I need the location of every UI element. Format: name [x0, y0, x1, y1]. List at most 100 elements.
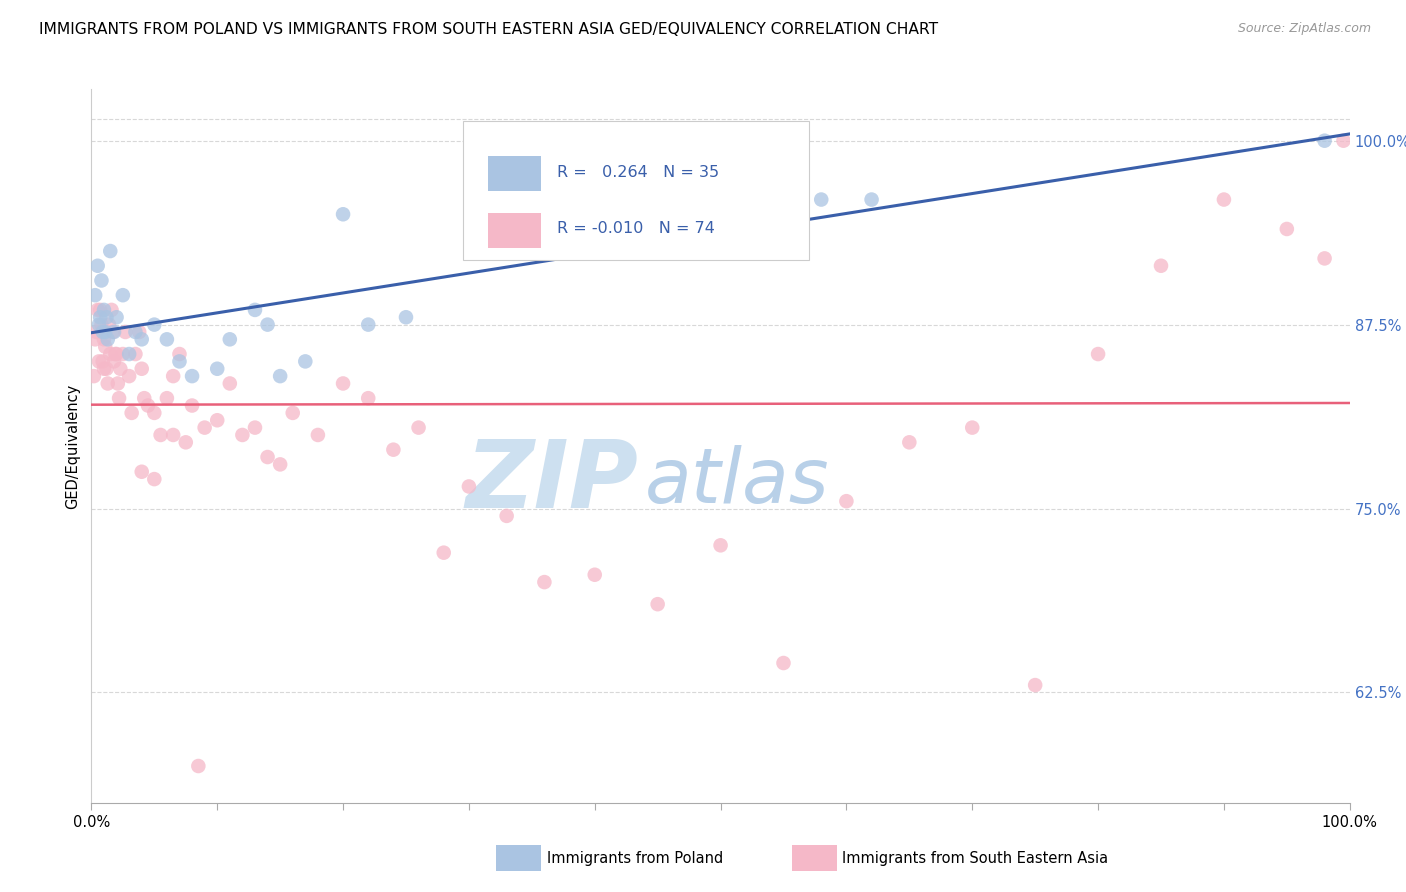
Point: [93, 302, 115, 317]
Point: [169, 354, 191, 368]
Point: [174, 435, 197, 450]
Point: [104, 347, 127, 361]
Point: [111, 347, 134, 361]
Point: [169, 347, 191, 361]
Point: [187, 759, 209, 773]
Point: [162, 428, 184, 442]
Point: [149, 428, 172, 442]
Point: [205, 361, 228, 376]
Point: [97, 376, 120, 391]
Point: [103, 325, 125, 339]
Point: [105, 310, 128, 325]
Point: [810, 193, 832, 207]
Point: [772, 200, 794, 214]
Point: [357, 318, 380, 332]
Point: [294, 354, 316, 368]
FancyBboxPatch shape: [488, 156, 541, 192]
Point: [124, 347, 146, 361]
Point: [128, 325, 150, 339]
Point: [86, 302, 108, 317]
Point: [194, 420, 217, 434]
Point: [433, 546, 456, 560]
Point: [94, 340, 117, 354]
Text: atlas: atlas: [645, 445, 830, 518]
Point: [860, 193, 883, 207]
Point: [98, 318, 121, 332]
Point: [181, 369, 204, 384]
Point: [709, 538, 731, 552]
Point: [134, 391, 156, 405]
Point: [86, 259, 108, 273]
Text: R = -0.010   N = 74: R = -0.010 N = 74: [557, 221, 714, 235]
Point: [181, 399, 204, 413]
Point: [1150, 259, 1173, 273]
Point: [382, 442, 405, 457]
Point: [89, 310, 111, 325]
Point: [332, 207, 354, 221]
Text: R =   0.264   N = 35: R = 0.264 N = 35: [557, 165, 718, 179]
Point: [91, 325, 114, 339]
Point: [243, 420, 266, 434]
Point: [84, 288, 107, 302]
Point: [583, 567, 606, 582]
Point: [231, 428, 253, 442]
Point: [256, 318, 278, 332]
Point: [136, 399, 159, 413]
Point: [90, 273, 112, 287]
Text: ZIP: ZIP: [465, 435, 638, 528]
Point: [156, 332, 179, 346]
Point: [647, 597, 669, 611]
Point: [218, 376, 240, 391]
Point: [962, 420, 984, 434]
Point: [533, 575, 555, 590]
Point: [86, 325, 108, 339]
Point: [110, 361, 132, 376]
Point: [1087, 347, 1109, 361]
Point: [105, 347, 128, 361]
Point: [83, 369, 105, 384]
Point: [143, 472, 166, 486]
Point: [156, 391, 179, 405]
Point: [457, 479, 479, 493]
Point: [1275, 222, 1298, 236]
Point: [772, 656, 794, 670]
Point: [108, 391, 131, 405]
Point: [101, 325, 124, 339]
Point: [1212, 193, 1236, 207]
Text: Immigrants from South Eastern Asia: Immigrants from South Eastern Asia: [842, 851, 1108, 865]
Point: [1024, 678, 1046, 692]
Point: [898, 435, 921, 450]
Point: [97, 332, 120, 346]
Point: [243, 302, 266, 317]
Point: [131, 361, 153, 376]
Point: [143, 318, 166, 332]
Text: Source: ZipAtlas.com: Source: ZipAtlas.com: [1237, 22, 1371, 36]
Point: [218, 332, 240, 346]
Point: [91, 354, 114, 368]
Point: [281, 406, 304, 420]
Point: [93, 361, 115, 376]
Point: [1313, 134, 1336, 148]
Point: [1333, 134, 1355, 148]
Point: [98, 347, 121, 361]
Point: [103, 354, 125, 368]
Point: [121, 406, 143, 420]
FancyBboxPatch shape: [463, 121, 808, 260]
Point: [94, 325, 117, 339]
Point: [93, 332, 115, 346]
Point: [100, 302, 122, 317]
Text: IMMIGRANTS FROM POLAND VS IMMIGRANTS FROM SOUTH EASTERN ASIA GED/EQUIVALENCY COR: IMMIGRANTS FROM POLAND VS IMMIGRANTS FRO…: [39, 22, 938, 37]
Point: [131, 332, 153, 346]
Point: [124, 325, 146, 339]
Point: [118, 347, 141, 361]
Point: [143, 406, 166, 420]
Point: [269, 458, 291, 472]
Point: [269, 369, 291, 384]
Point: [256, 450, 278, 464]
Point: [835, 494, 858, 508]
Point: [205, 413, 228, 427]
Point: [111, 288, 134, 302]
Point: [87, 354, 110, 368]
Point: [89, 302, 111, 317]
Point: [96, 310, 118, 325]
